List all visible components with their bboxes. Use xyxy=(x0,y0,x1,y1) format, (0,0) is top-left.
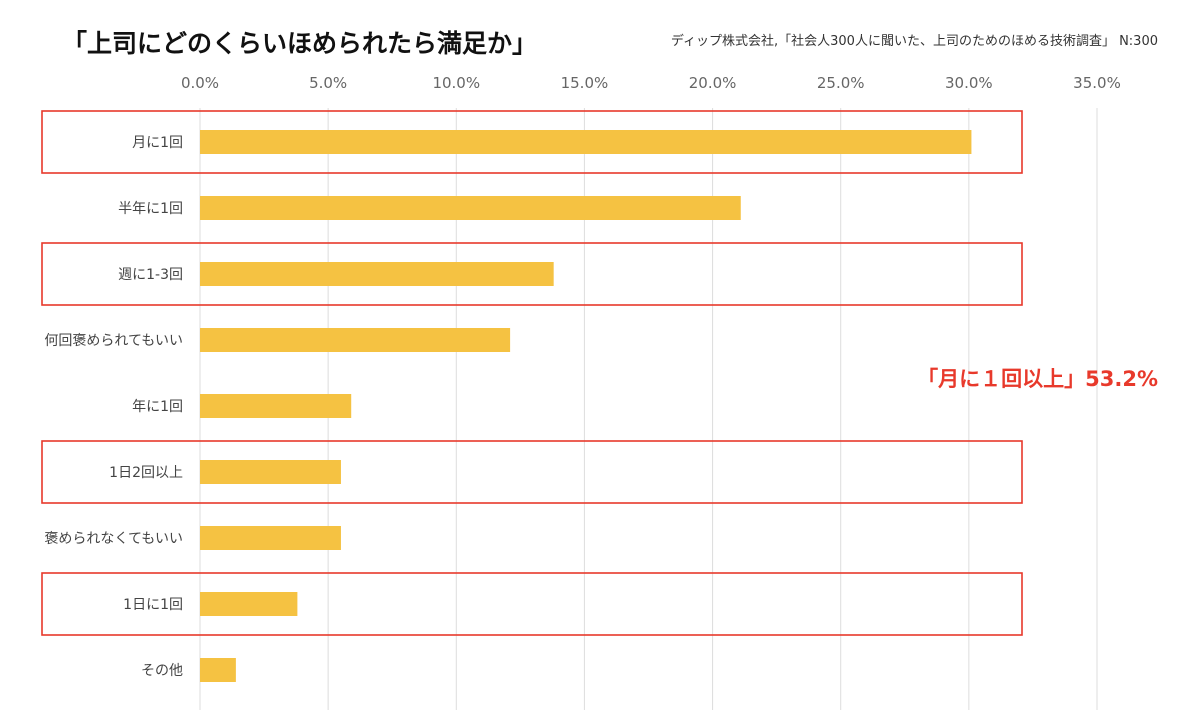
category-label: 月に1回 xyxy=(132,135,183,151)
category-label: 1日2回以上 xyxy=(109,465,183,481)
bar xyxy=(200,592,298,616)
highlight-box xyxy=(41,572,1023,636)
category-label: 何回褒められてもいい xyxy=(44,333,183,349)
x-tick-label: 25.0% xyxy=(817,74,865,92)
category-label: 年に1回 xyxy=(132,399,183,415)
category-label: 半年に1回 xyxy=(118,201,183,217)
highlight-boxes xyxy=(41,110,1023,636)
x-tick-label: 30.0% xyxy=(945,74,993,92)
bar xyxy=(200,526,341,550)
bar xyxy=(200,196,741,220)
x-tick-label: 5.0% xyxy=(309,74,347,92)
x-tick-label: 35.0% xyxy=(1073,74,1121,92)
category-label: 褒められなくてもいい xyxy=(44,531,183,547)
x-axis-ticks: 0.0% 5.0% 10.0% 15.0% 20.0% 25.0% 30.0% 35.0% xyxy=(181,74,1121,92)
x-tick-label: 20.0% xyxy=(689,74,737,92)
category-label: 週に1-3回 xyxy=(118,267,183,283)
bars xyxy=(200,130,972,682)
bar xyxy=(200,394,352,418)
highlight-box xyxy=(41,440,1023,504)
bar xyxy=(200,328,511,352)
annotation-text: 「月に１回以上」53.2% xyxy=(917,367,1158,391)
x-tick-label: 0.0% xyxy=(181,74,219,92)
chart-source: ディップ株式会社,「社会人300人に聞いた、上司のためのほめる技術調査」 N:3… xyxy=(671,33,1158,49)
category-label: 1日に1回 xyxy=(123,597,183,613)
bar xyxy=(200,130,972,154)
highlight-box xyxy=(41,242,1023,306)
chart-title: 「上司にどのくらいほめられたら満足か」 xyxy=(62,29,537,58)
x-tick-label: 15.0% xyxy=(561,74,609,92)
x-tick-label: 10.0% xyxy=(432,74,480,92)
bar xyxy=(200,460,341,484)
bar xyxy=(200,658,236,682)
highlight-box xyxy=(41,110,1023,174)
category-label: その他 xyxy=(141,663,183,679)
bar xyxy=(200,262,554,286)
